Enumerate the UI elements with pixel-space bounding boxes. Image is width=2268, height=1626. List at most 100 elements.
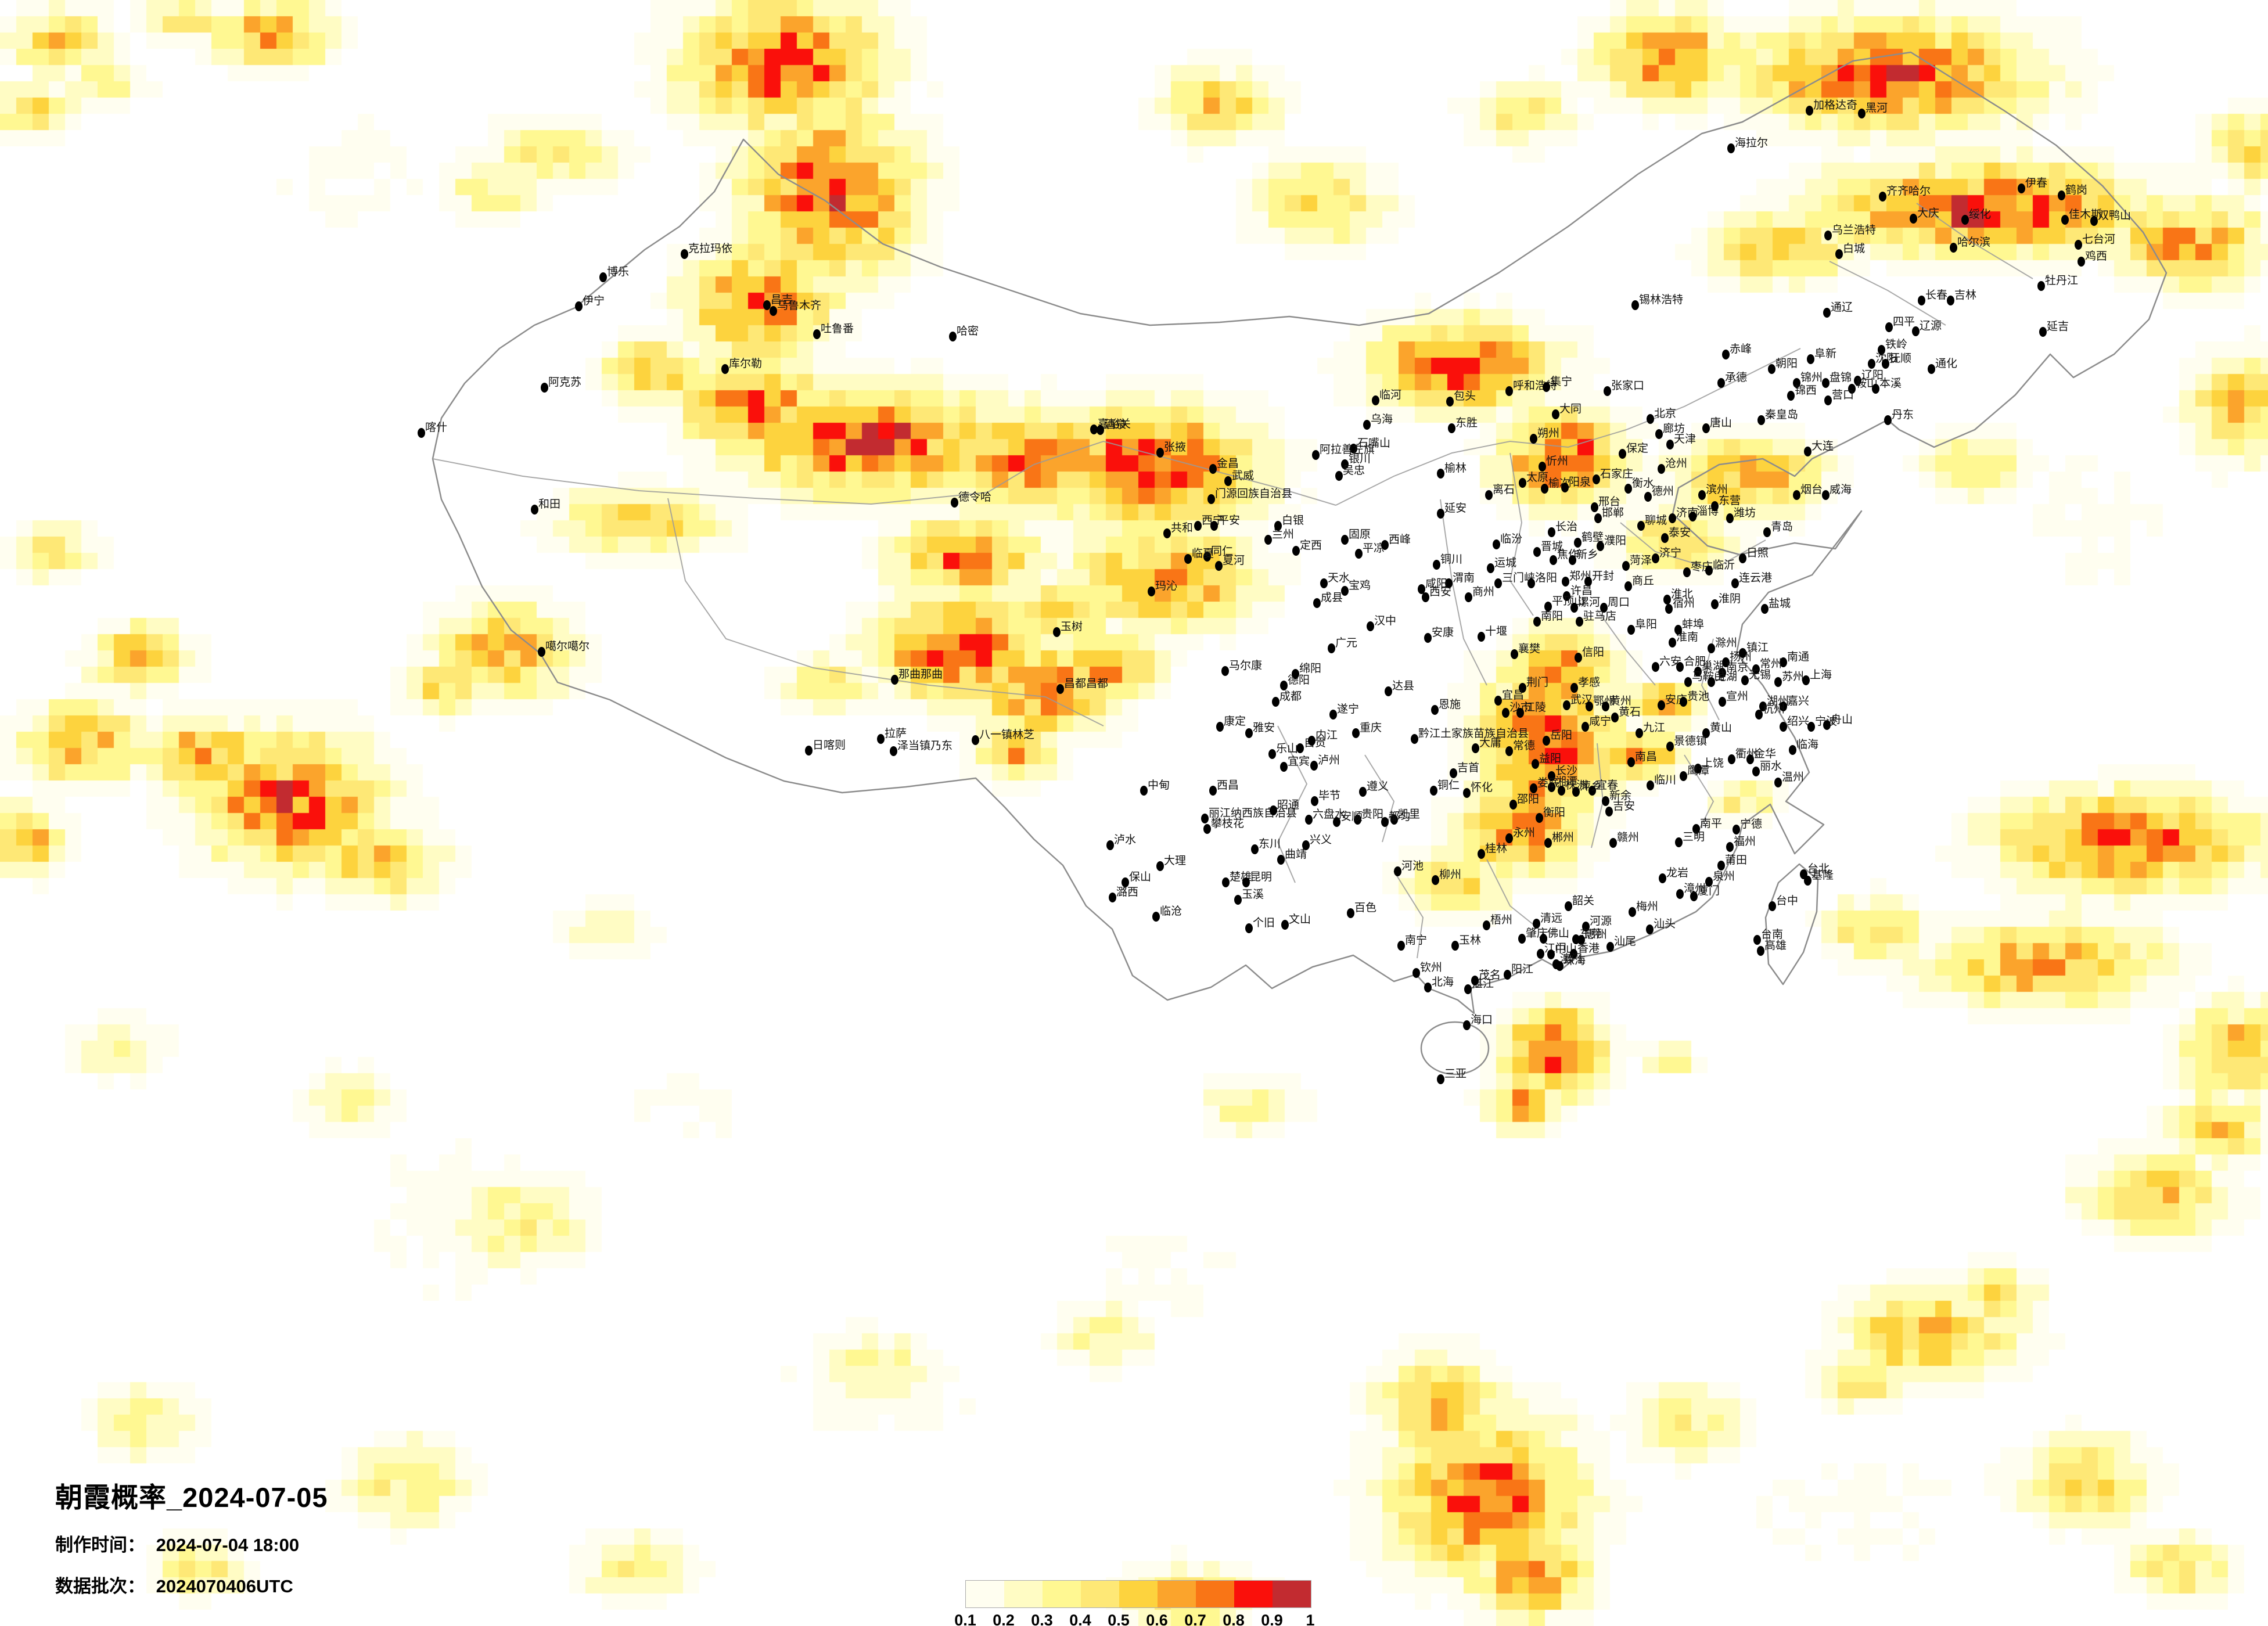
city-dot-icon bbox=[1505, 386, 1513, 396]
city-dot-icon bbox=[1547, 949, 1555, 959]
legend-color-box bbox=[1043, 1581, 1081, 1607]
city-dot-icon bbox=[1593, 474, 1600, 484]
city-label: 曲靖 bbox=[1285, 848, 1307, 861]
city-label: 滁州 bbox=[1715, 637, 1738, 649]
city-label: 巢湖 bbox=[1702, 660, 1724, 672]
city-dot-icon bbox=[1652, 662, 1659, 672]
city-dot-icon bbox=[1624, 484, 1632, 494]
city-dot-icon bbox=[1268, 749, 1276, 759]
city-dot-icon bbox=[1674, 625, 1682, 635]
city-label: 白城 bbox=[1843, 243, 1866, 255]
city-label: 阜新 bbox=[1814, 348, 1837, 360]
city-dot-icon bbox=[1478, 632, 1485, 642]
city-label: 衡水 bbox=[1632, 477, 1655, 490]
city-dot-icon bbox=[1485, 490, 1493, 500]
city-label: 杭州 bbox=[1763, 703, 1785, 715]
city-label: 黄石 bbox=[1619, 706, 1641, 718]
city-dot-icon bbox=[770, 306, 777, 316]
city-dot-icon bbox=[1711, 599, 1719, 609]
city-label: 安康 bbox=[1432, 627, 1454, 639]
province-line bbox=[1701, 638, 1720, 721]
city-label: 东营 bbox=[1719, 495, 1741, 507]
city-dot-icon bbox=[418, 428, 425, 438]
city-label: 基隆 bbox=[1811, 869, 1834, 882]
city-dot-icon bbox=[891, 675, 898, 685]
city-dot-icon bbox=[813, 329, 821, 339]
city-label: 营口 bbox=[1832, 389, 1854, 401]
city-label: 常德 bbox=[1513, 740, 1536, 752]
city-dot-icon bbox=[1885, 322, 1893, 332]
city-dot-icon bbox=[1854, 376, 1861, 386]
city-label: 宣州 bbox=[1726, 690, 1749, 703]
city-label: 保定 bbox=[1626, 443, 1649, 455]
city-label: 铜川 bbox=[1440, 553, 1463, 566]
city-dot-icon bbox=[1519, 478, 1526, 488]
province-line bbox=[1440, 499, 1487, 686]
legend-color-box bbox=[1158, 1581, 1196, 1607]
city-dot-icon bbox=[1437, 509, 1444, 519]
province-line bbox=[1033, 440, 1336, 506]
city-dot-icon bbox=[1090, 425, 1098, 434]
city-dot-icon bbox=[763, 300, 771, 310]
city-dot-icon bbox=[1385, 686, 1392, 696]
city-label: 潍坊 bbox=[1734, 507, 1756, 519]
city-dot-icon bbox=[1433, 560, 1440, 570]
city-dot-icon bbox=[1769, 901, 1776, 911]
city-label: 门源回族自治县 bbox=[1215, 488, 1293, 500]
city-label: 博乐 bbox=[607, 266, 630, 278]
city-label: 宝鸡 bbox=[1349, 580, 1371, 592]
city-dot-icon bbox=[1644, 492, 1652, 502]
made-time-value: 2024-07-04 18:00 bbox=[156, 1535, 300, 1555]
city-dot-icon bbox=[1666, 440, 1674, 449]
city-label: 拉萨 bbox=[885, 728, 907, 740]
city-label: 威海 bbox=[1830, 484, 1852, 496]
city-dot-icon bbox=[1411, 734, 1418, 744]
city-dot-icon bbox=[1537, 949, 1544, 959]
city-dot-icon bbox=[1726, 513, 1734, 523]
city-dot-icon bbox=[1493, 539, 1500, 549]
city-dot-icon bbox=[1251, 844, 1259, 854]
city-dot-icon bbox=[949, 332, 957, 341]
city-dot-icon bbox=[1722, 657, 1730, 667]
city-dot-icon bbox=[1631, 300, 1639, 310]
city-label: 乐山 bbox=[1276, 743, 1299, 755]
city-label: 泸水 bbox=[1114, 834, 1137, 846]
city-dot-icon bbox=[1359, 787, 1367, 797]
city-label: 桂林 bbox=[1485, 843, 1508, 855]
city-label: 高雄 bbox=[1764, 940, 1787, 952]
city-dot-icon bbox=[1281, 920, 1289, 930]
city-dot-icon bbox=[1683, 567, 1691, 577]
city-label: 湘潭 bbox=[1555, 776, 1578, 788]
legend-color-box bbox=[1234, 1581, 1273, 1607]
province-line bbox=[432, 458, 1034, 505]
city-label: 淮阴 bbox=[1719, 593, 1741, 605]
city-label: 昆明 bbox=[1250, 871, 1273, 883]
province-line bbox=[1364, 754, 1395, 843]
city-dot-icon bbox=[951, 498, 958, 508]
city-dot-icon bbox=[1381, 817, 1389, 827]
city-label: 重庆 bbox=[1360, 722, 1382, 734]
city-dot-icon bbox=[1726, 842, 1734, 852]
city-dot-icon bbox=[1234, 895, 1242, 905]
legend-tick-label: 0.3 bbox=[1031, 1611, 1053, 1626]
city-label: 台中 bbox=[1776, 895, 1799, 907]
city-dot-icon bbox=[1163, 528, 1171, 538]
city-label: 鹤壁 bbox=[1582, 531, 1604, 544]
city-label: 邢台 bbox=[1598, 496, 1621, 508]
legend-tick-label: 0.5 bbox=[1108, 1611, 1130, 1626]
city-dot-icon bbox=[1822, 378, 1830, 388]
city-label: 九江 bbox=[1643, 722, 1666, 734]
city-dot-icon bbox=[2037, 281, 2045, 291]
city-label: 哈密 bbox=[957, 325, 979, 337]
city-dot-icon bbox=[1868, 359, 1875, 369]
city-label: 临夏 bbox=[1192, 548, 1214, 560]
province-line bbox=[1393, 870, 1424, 959]
city-dot-icon bbox=[1308, 736, 1315, 746]
city-dot-icon bbox=[1848, 384, 1856, 394]
city-dot-icon bbox=[1698, 490, 1706, 500]
city-dot-icon bbox=[1717, 378, 1725, 388]
city-dot-icon bbox=[1597, 541, 1604, 551]
map-title: 朝霞概率_2024-07-05 bbox=[55, 1482, 328, 1513]
city-dot-icon bbox=[1759, 702, 1767, 711]
city-dot-icon bbox=[1753, 935, 1761, 945]
